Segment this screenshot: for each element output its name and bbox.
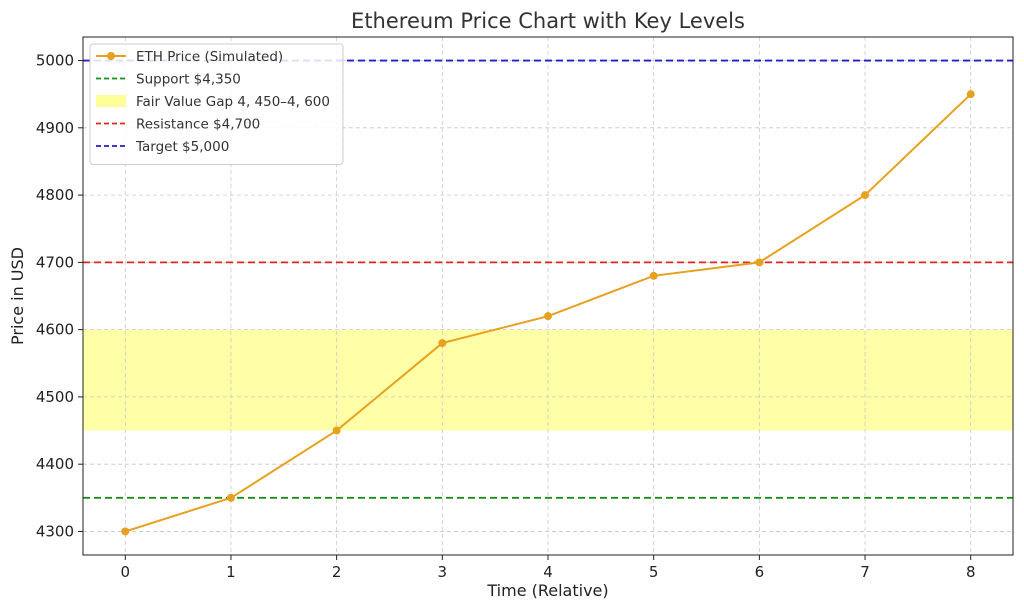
- data-point: [861, 191, 870, 200]
- legend-label: Fair Value Gap 4, 450–4, 600: [136, 94, 330, 110]
- x-tick-label: 3: [438, 563, 448, 581]
- data-point: [332, 426, 341, 435]
- x-axis-ticks: 0 1 2 3 4 5 6 7 8: [120, 555, 976, 581]
- legend-swatch-patch: [96, 95, 126, 107]
- legend-box: [89, 43, 344, 165]
- legend-label: ETH Price (Simulated): [136, 49, 283, 65]
- legend: ETH Price (Simulated) Support $4,350 Fair …: [89, 43, 344, 165]
- legend-swatch-marker: [107, 52, 115, 60]
- chart-title: Ethereum Price Chart with Key Levels: [351, 9, 745, 33]
- y-tick-label: 4400: [36, 455, 74, 473]
- data-point: [226, 493, 235, 502]
- data-point: [544, 312, 552, 321]
- y-tick-label: 4500: [36, 388, 74, 406]
- x-tick-label: 6: [755, 563, 765, 581]
- y-axis-ticks: 4300 4400 4500 4600 4700 4800 4900 5000: [36, 52, 83, 540]
- legend-label: Support $4,350: [136, 72, 241, 88]
- y-tick-label: 5000: [36, 52, 74, 70]
- x-tick-label: 4: [543, 563, 553, 581]
- x-tick-label: 8: [966, 563, 976, 581]
- data-point: [755, 258, 764, 267]
- series-layer: [121, 90, 975, 536]
- y-tick-label: 4300: [36, 522, 74, 540]
- data-point: [438, 339, 447, 348]
- x-tick-label: 1: [226, 563, 236, 581]
- y-tick-label: 4800: [36, 186, 74, 204]
- data-point: [121, 527, 130, 536]
- data-point: [649, 271, 658, 280]
- y-tick-label: 4600: [36, 321, 74, 339]
- data-point: [966, 90, 975, 99]
- x-tick-label: 0: [120, 563, 130, 581]
- x-tick-label: 7: [860, 563, 870, 581]
- x-tick-label: 2: [332, 563, 342, 581]
- x-axis-label: Time (Relative): [486, 581, 608, 600]
- legend-label: Target $5,000: [135, 139, 229, 155]
- y-axis-label: Price in USD: [8, 247, 27, 345]
- y-tick-label: 4700: [36, 253, 74, 271]
- legend-label: Resistance $4,700: [136, 117, 260, 133]
- x-tick-label: 5: [649, 563, 659, 581]
- y-tick-label: 4900: [36, 119, 74, 137]
